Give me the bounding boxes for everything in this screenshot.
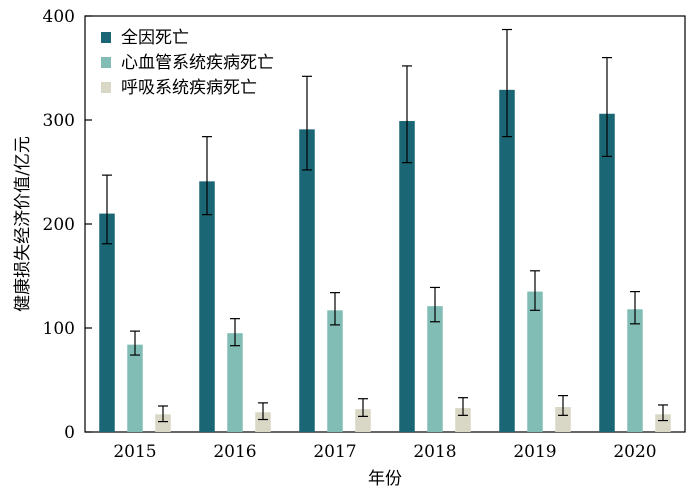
legend-swatch (101, 32, 111, 43)
y-tick-label: 200 (43, 215, 75, 235)
y-tick-label: 300 (43, 111, 75, 131)
x-tick-label: 2017 (313, 442, 356, 462)
x-axis-label: 年份 (368, 469, 402, 489)
bar (199, 181, 215, 432)
legend-swatch (101, 57, 111, 68)
bar (555, 407, 571, 432)
y-tick-label: 100 (43, 319, 75, 339)
x-tick-label: 2020 (613, 442, 656, 462)
bar (127, 344, 143, 432)
bar (355, 409, 371, 432)
bar (299, 129, 315, 433)
y-tick-label: 0 (64, 423, 75, 443)
bar (99, 213, 115, 432)
bar (399, 121, 415, 432)
x-tick-label: 2016 (213, 442, 256, 462)
bar (327, 310, 343, 432)
x-tick-label: 2015 (113, 442, 156, 462)
bar (155, 414, 171, 432)
y-tick-label: 400 (43, 7, 75, 27)
x-tick-label: 2019 (513, 442, 556, 462)
bar (499, 89, 515, 432)
x-axis: 2015 2016 2017 2018 2019 2020 (113, 442, 656, 462)
legend-label: 全因死亡 (121, 28, 189, 48)
y-axis-label: 健康损失经济价值/亿元 (13, 136, 33, 312)
bars-layer (99, 89, 671, 433)
bar (655, 414, 671, 432)
y-axis: 0 100 200 300 400 (43, 7, 92, 443)
bar (455, 408, 471, 432)
legend-label: 心血管系统疾病死亡 (121, 53, 274, 73)
bar (527, 291, 543, 432)
legend-label: 呼吸系统疾病死亡 (121, 78, 257, 98)
bar (427, 306, 443, 432)
bar (227, 333, 243, 432)
x-tick-label: 2018 (413, 442, 456, 462)
bar (627, 309, 643, 432)
bar (255, 412, 271, 432)
legend-swatch (101, 82, 111, 93)
bar (599, 113, 615, 432)
error-bars-layer (102, 28, 668, 423)
